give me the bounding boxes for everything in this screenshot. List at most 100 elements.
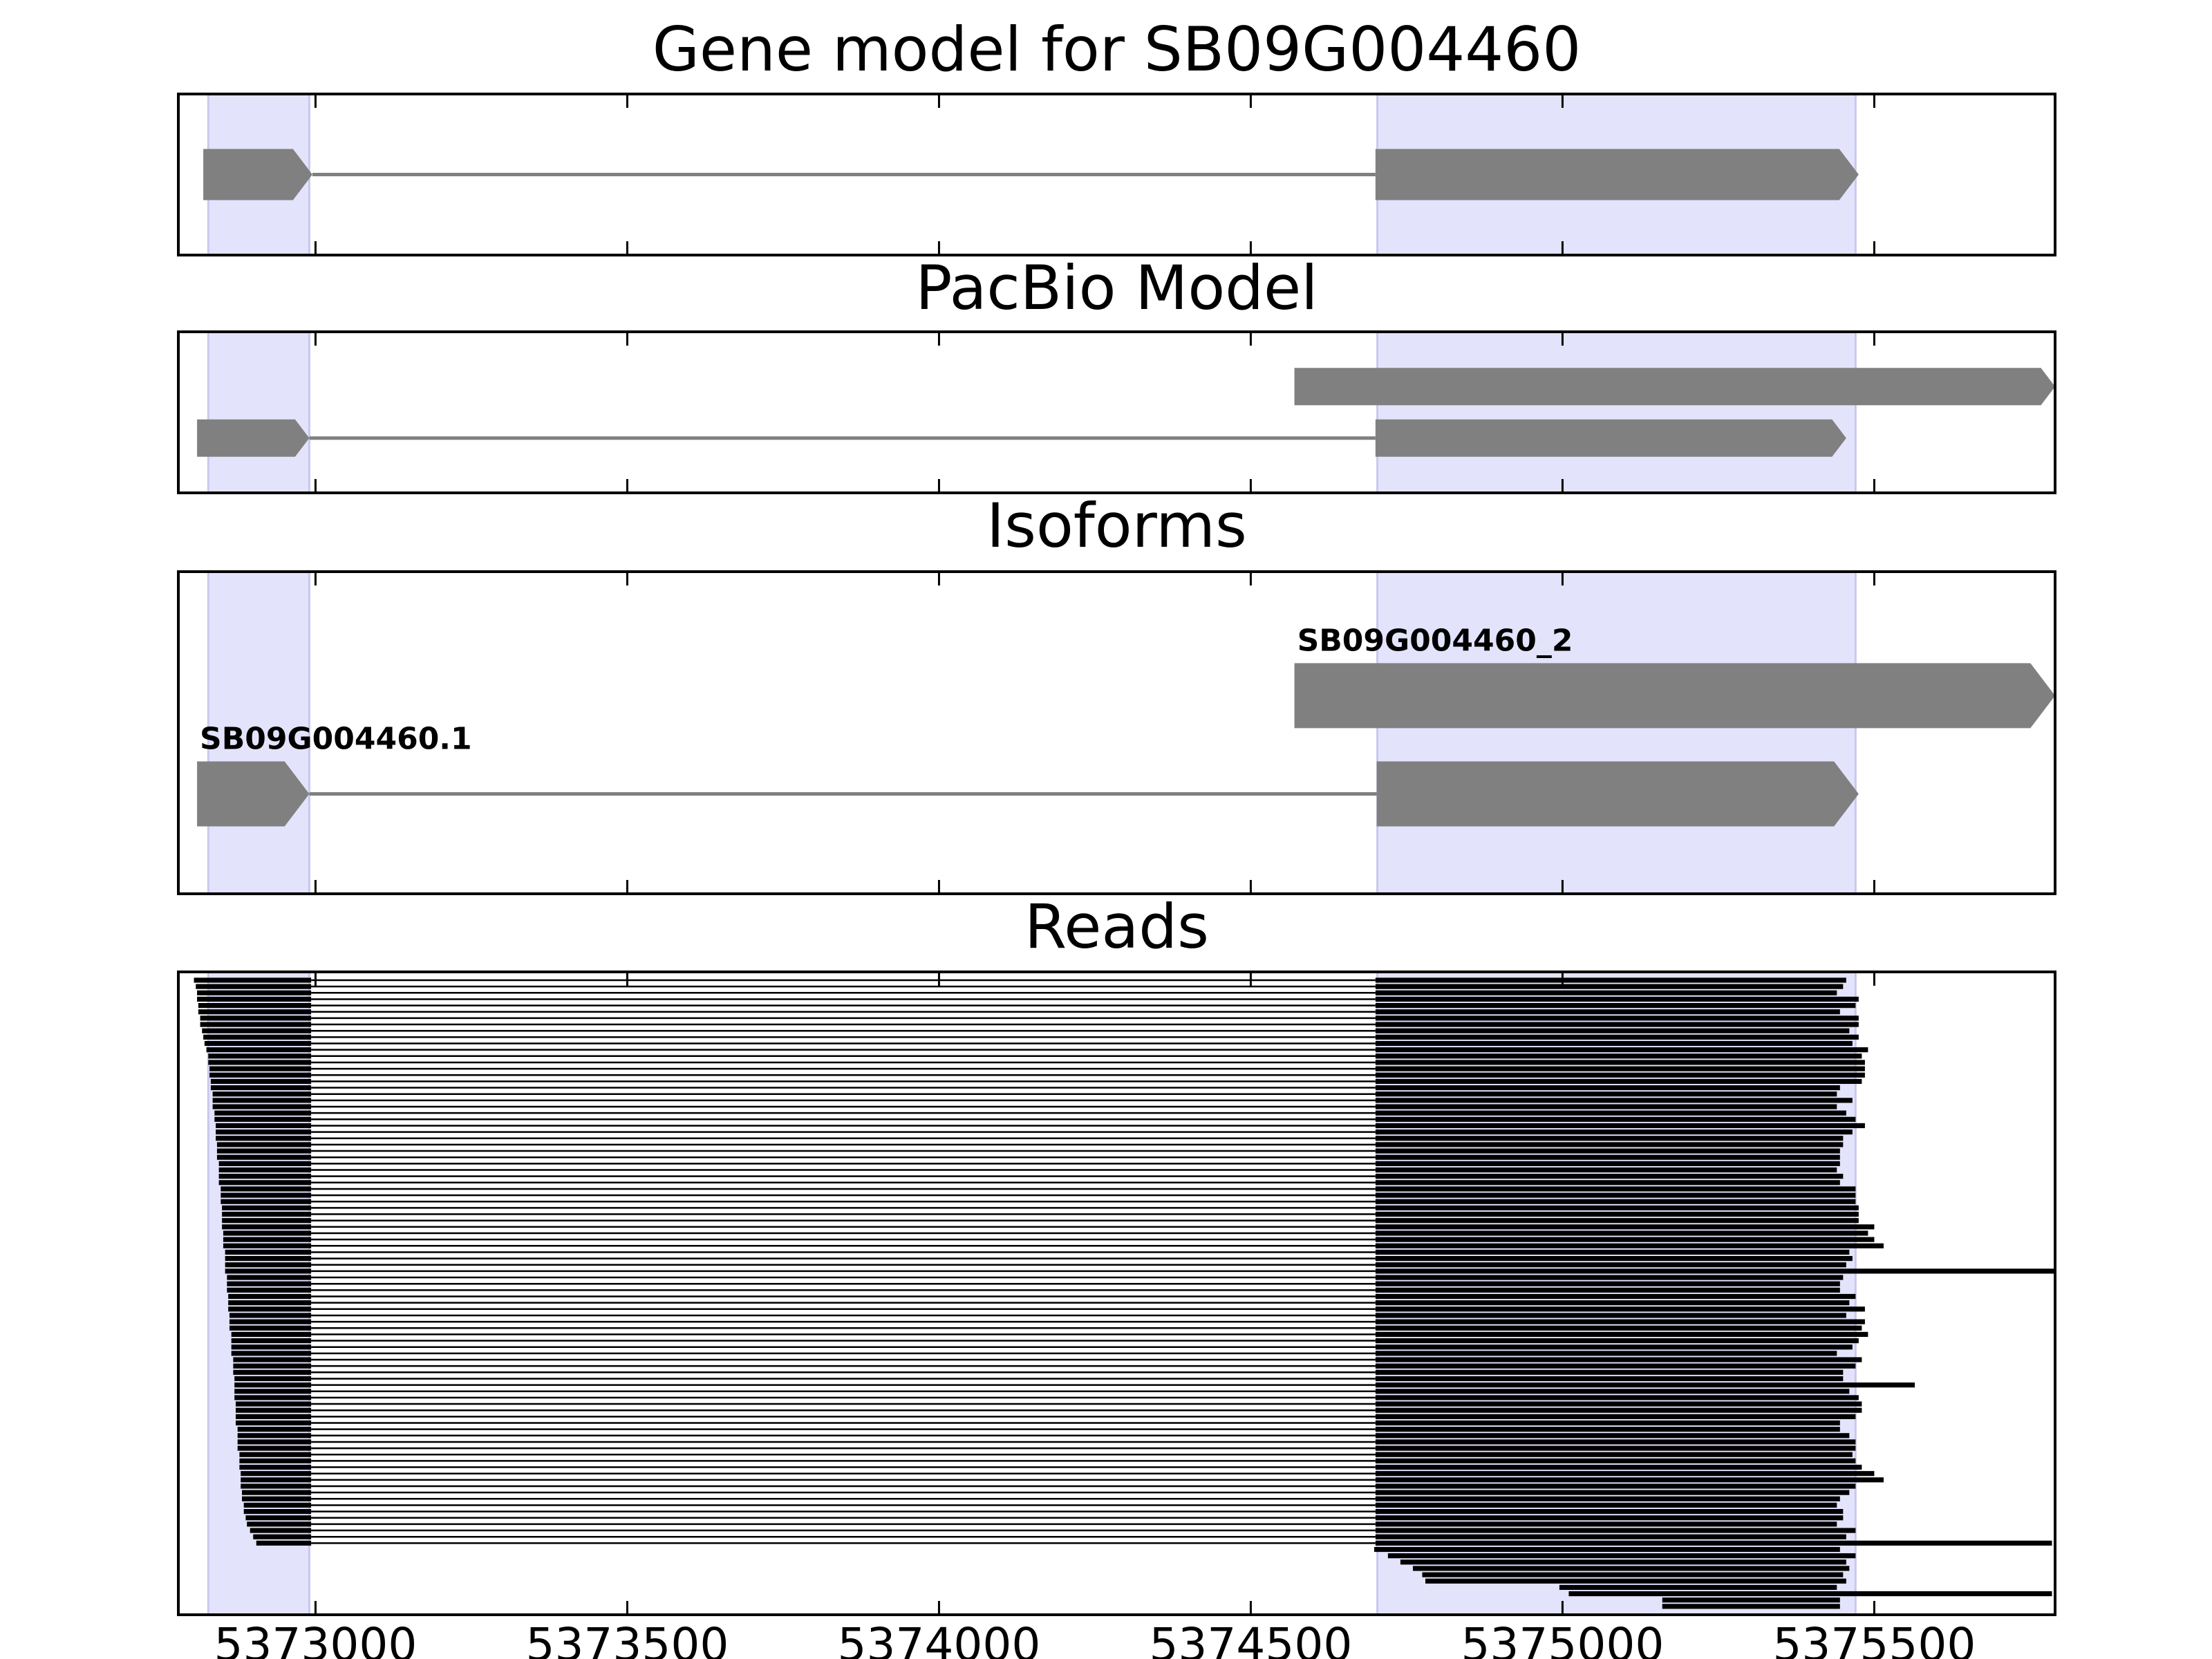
read-block bbox=[253, 1534, 312, 1539]
read-block bbox=[1375, 1199, 1856, 1204]
read-block bbox=[1375, 1414, 1856, 1419]
read-block bbox=[1375, 1319, 1865, 1324]
read-block bbox=[235, 1420, 312, 1426]
read-block bbox=[218, 1174, 312, 1179]
read-block bbox=[1375, 1022, 1859, 1027]
isoform-label: SB09G004460_2 bbox=[1297, 623, 1573, 658]
read-block bbox=[222, 1218, 312, 1224]
read-block bbox=[231, 1331, 312, 1337]
read-block bbox=[1375, 1300, 1850, 1306]
read-block bbox=[1375, 1078, 1862, 1084]
read-block bbox=[1375, 1540, 2052, 1546]
read-block bbox=[1559, 1584, 1837, 1590]
read-block bbox=[222, 1224, 312, 1230]
x-tick-label: 5374000 bbox=[837, 1618, 1040, 1659]
read-block bbox=[200, 1022, 312, 1027]
read-block bbox=[1375, 1136, 1844, 1141]
read-block bbox=[1375, 1072, 1865, 1078]
read-block bbox=[222, 1211, 312, 1217]
read-block bbox=[227, 1275, 312, 1280]
read-block bbox=[1375, 1154, 1840, 1160]
read-block bbox=[1375, 984, 1844, 989]
exon bbox=[1294, 663, 2055, 729]
read-block bbox=[1375, 1218, 1859, 1224]
read-block bbox=[198, 1009, 312, 1015]
read-block bbox=[1375, 1351, 1837, 1356]
read-block bbox=[1375, 1085, 1840, 1091]
read-block bbox=[233, 1363, 312, 1369]
read-block bbox=[1374, 1546, 1840, 1553]
read-block bbox=[235, 1401, 312, 1407]
read-block bbox=[1662, 1597, 1840, 1603]
read-block bbox=[1375, 1205, 1859, 1210]
panel-title: Gene model for SB09G004460 bbox=[653, 14, 1582, 85]
read-block bbox=[1375, 1281, 1840, 1286]
x-tick-label: 5374500 bbox=[1149, 1618, 1352, 1659]
read-block bbox=[1375, 1230, 1868, 1236]
read-block bbox=[241, 1477, 312, 1483]
read-block bbox=[209, 1072, 312, 1078]
exon bbox=[197, 419, 310, 457]
x-tick-label: 5373500 bbox=[525, 1618, 729, 1659]
read-block bbox=[1375, 1237, 1875, 1242]
read-block bbox=[1375, 1382, 1915, 1388]
read-block bbox=[1375, 1192, 1856, 1198]
read-block bbox=[1375, 1395, 1859, 1400]
read-block bbox=[234, 1395, 312, 1400]
read-block bbox=[216, 1154, 312, 1160]
read-block bbox=[1375, 1003, 1856, 1009]
read-block bbox=[204, 1040, 312, 1047]
read-block bbox=[196, 984, 312, 989]
x-tick-label: 5375000 bbox=[1461, 1618, 1664, 1659]
read-block bbox=[221, 1199, 312, 1204]
panel-title: Isoforms bbox=[986, 490, 1247, 561]
read-block bbox=[237, 1427, 312, 1432]
read-block bbox=[229, 1313, 312, 1318]
panel-frame bbox=[177, 570, 2056, 895]
read-block bbox=[1375, 990, 1837, 995]
read-block bbox=[214, 1110, 312, 1116]
read-block bbox=[239, 1458, 312, 1463]
read-block bbox=[221, 1192, 312, 1198]
read-block bbox=[1375, 1357, 1862, 1362]
exon-highlight bbox=[1376, 570, 1857, 895]
panel-title: PacBio Model bbox=[915, 252, 1318, 324]
read-block bbox=[242, 1496, 312, 1501]
exon bbox=[197, 761, 310, 827]
read-block bbox=[237, 1433, 312, 1438]
read-block bbox=[1375, 1060, 1865, 1065]
read-block bbox=[1375, 1015, 1859, 1021]
read-block bbox=[229, 1319, 312, 1324]
read-block bbox=[1375, 1110, 1846, 1116]
read-block bbox=[1375, 1053, 1862, 1059]
read-block bbox=[231, 1338, 312, 1344]
read-block bbox=[1375, 1287, 1840, 1293]
read-block bbox=[225, 1249, 312, 1255]
panel-frame bbox=[177, 330, 2056, 494]
read-block bbox=[208, 1060, 312, 1065]
read-block bbox=[1375, 1528, 1856, 1533]
read-block bbox=[1375, 1211, 1859, 1217]
read-block bbox=[1375, 1262, 1846, 1268]
read-block bbox=[1568, 1591, 2052, 1597]
read-block bbox=[1375, 1445, 1856, 1451]
read-block bbox=[216, 1142, 312, 1147]
exon bbox=[1375, 149, 1859, 200]
read-block bbox=[203, 1034, 312, 1040]
read-block bbox=[231, 1351, 312, 1356]
read-block bbox=[1375, 1104, 1837, 1109]
read-block bbox=[216, 1148, 312, 1154]
read-block bbox=[229, 1325, 312, 1331]
read-block bbox=[243, 1502, 312, 1508]
read-block bbox=[1375, 1483, 1856, 1489]
read-block bbox=[245, 1515, 312, 1521]
read-block bbox=[1375, 1502, 1837, 1508]
read-block bbox=[1375, 1407, 1862, 1413]
read-block bbox=[1375, 1186, 1856, 1192]
read-block bbox=[1375, 1515, 1844, 1521]
read-block bbox=[1412, 1566, 1850, 1571]
read-block bbox=[233, 1357, 312, 1362]
x-tick-label: 5373000 bbox=[214, 1618, 417, 1659]
read-block bbox=[208, 1053, 312, 1059]
exon bbox=[1376, 761, 1859, 827]
